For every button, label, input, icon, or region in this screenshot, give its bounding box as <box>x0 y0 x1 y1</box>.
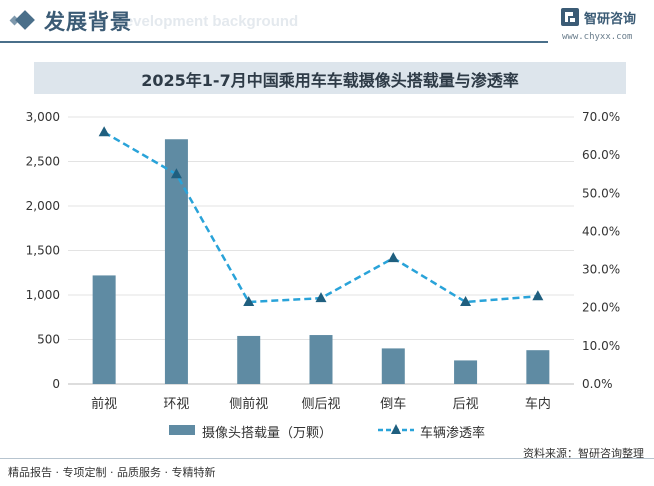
chart-legend: 摄像头搭载量（万颗） 车辆渗透率 <box>0 420 654 441</box>
brand-url: www.chyxx.com <box>562 32 633 42</box>
y-tick-right: 30.0% <box>582 263 620 277</box>
chart-title-bar: 2025年1-7月中国乘用车车载摄像头搭载量与渗透率 <box>34 62 626 94</box>
legend-bar-swatch <box>169 425 195 435</box>
bar <box>164 139 188 384</box>
legend-label-bars: 摄像头搭载量（万颗） <box>202 426 333 441</box>
bar <box>237 335 261 384</box>
x-tick-label: 环视 <box>163 397 189 412</box>
line-point <box>460 295 472 306</box>
line-point <box>387 252 399 263</box>
x-tick-label: 前视 <box>91 396 117 412</box>
footer-slogan: 精品报告 · 专项定制 · 品质服务 · 专精特新 <box>8 466 216 479</box>
x-tick-label: 倒车 <box>380 396 406 412</box>
y-tick-right: 40.0% <box>582 224 620 238</box>
line-point <box>170 168 182 179</box>
x-tick-label: 侧前视 <box>229 396 268 412</box>
line-point <box>243 295 255 306</box>
page-footer: 资料来源：智研咨询整理 精品报告 · 专项定制 · 品质服务 · 专精特新 <box>0 447 654 486</box>
y-tick-left: 0 <box>52 377 60 391</box>
y-tick-right: 70.0% <box>582 110 620 124</box>
bar <box>309 335 333 384</box>
y-tick-left: 3,000 <box>26 110 60 124</box>
y-tick-right: 50.0% <box>582 186 620 200</box>
brand-logo-icon <box>561 8 579 26</box>
chart-title: 2025年1-7月中国乘用车车载摄像头搭载量与渗透率 <box>141 71 519 90</box>
line-point <box>98 126 110 137</box>
combo-chart: 0 500 1,000 1,500 2,000 2,500 3,000 0.0% 10.0% 20… <box>26 110 620 412</box>
bar <box>526 350 550 384</box>
legend-line-swatch <box>378 424 414 434</box>
header-divider <box>0 41 548 43</box>
y-tick-left: 1,500 <box>26 244 60 258</box>
brand-name: 智研咨询 <box>584 12 637 27</box>
y-tick-left: 1,000 <box>26 288 60 302</box>
footer-divider <box>0 458 654 459</box>
x-tick-label: 侧后视 <box>301 397 340 412</box>
source-note: 资料来源：智研咨询整理 <box>523 447 644 460</box>
x-tick-label: 后视 <box>453 397 479 412</box>
diamond-icon <box>15 10 35 30</box>
bar <box>454 360 478 384</box>
line-point <box>315 292 327 303</box>
y-tick-left: 500 <box>37 333 60 347</box>
legend-label-line: 车辆渗透率 <box>420 426 486 441</box>
line-point <box>532 290 544 301</box>
bar <box>92 275 116 384</box>
y-tick-right: 10.0% <box>582 339 620 353</box>
header-title: 发展背景 <box>44 10 132 34</box>
header-subtitle: Development background <box>114 13 299 30</box>
y-tick-right: 60.0% <box>582 148 620 162</box>
y-tick-left: 2,000 <box>26 199 60 213</box>
y-tick-right: 20.0% <box>582 301 620 315</box>
x-tick-label: 车内 <box>525 396 551 412</box>
page-header: Development background 发展背景 智研咨询 www.chy… <box>0 0 654 48</box>
brand-block: 智研咨询 www.chyxx.com <box>560 6 654 46</box>
y-tick-right: 0.0% <box>582 377 613 391</box>
y-tick-left: 2,500 <box>26 155 60 169</box>
bar <box>381 348 405 384</box>
